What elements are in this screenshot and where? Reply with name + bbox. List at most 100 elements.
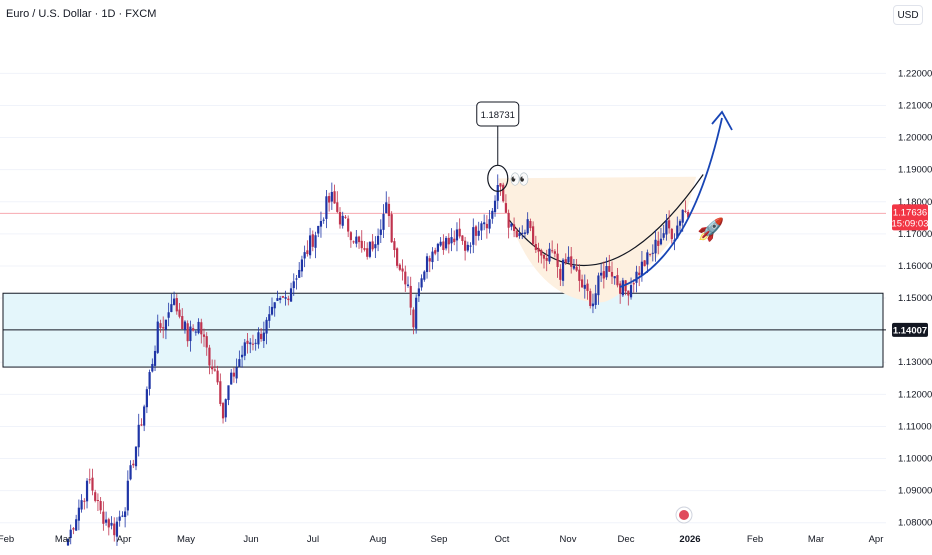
- price-axis[interactable]: 1.22000 1.21000 1.20000 1.19000 1.18000 1.170…: [886, 0, 932, 550]
- candle-body: [366, 248, 369, 257]
- candle-body: [363, 248, 366, 250]
- candle-body: [385, 202, 388, 214]
- candle-body: [153, 350, 157, 366]
- candle-body: [428, 258, 431, 262]
- candle-body: [110, 522, 113, 526]
- candle-body: [439, 241, 442, 246]
- candle-body: [75, 519, 78, 531]
- candle-body: [632, 283, 635, 285]
- candle-body: [540, 250, 543, 256]
- candle-body: [564, 259, 567, 263]
- candle-body: [512, 224, 516, 231]
- candle-body: [118, 516, 121, 521]
- candle-body: [357, 236, 361, 243]
- candle-body: [502, 184, 505, 202]
- candle-body: [96, 500, 100, 502]
- candle-body: [230, 372, 233, 385]
- candle-body: [662, 233, 665, 238]
- candle-body: [453, 238, 456, 243]
- candle-body: [444, 237, 448, 249]
- candle-body: [678, 221, 682, 226]
- candle-body: [665, 220, 668, 235]
- candle-body: [401, 268, 404, 272]
- candle-body: [387, 203, 391, 217]
- price-axis-bg: [886, 0, 932, 550]
- candle-body: [115, 521, 119, 537]
- time-tick-label: May: [177, 534, 195, 545]
- candle-body: [281, 296, 284, 298]
- candle-body: [594, 293, 597, 305]
- candle-body: [621, 280, 624, 296]
- candle-body: [134, 446, 138, 467]
- candle-body: [469, 245, 472, 247]
- candle-body: [66, 538, 70, 546]
- candle-body: [461, 235, 464, 242]
- candle-body: [668, 220, 671, 229]
- currency-button[interactable]: USD: [893, 5, 923, 25]
- candle-body: [107, 519, 110, 528]
- time-tick-label: Jul: [307, 534, 319, 545]
- candle-body: [156, 321, 159, 353]
- candle-body: [379, 229, 382, 235]
- candle-body: [270, 306, 274, 315]
- candle-body: [273, 302, 276, 309]
- candle-body: [164, 319, 168, 330]
- candle-body: [542, 254, 546, 259]
- candle-body: [216, 370, 219, 383]
- candle-body: [104, 519, 108, 523]
- cup-fill: [497, 176, 697, 303]
- candle-body: [613, 276, 616, 279]
- candle-body: [151, 363, 154, 372]
- candle-body: [69, 529, 72, 539]
- candle-body: [654, 239, 657, 254]
- symbol-title[interactable]: Euro / U.S. Dollar · 1D · FXCM: [6, 8, 157, 20]
- candles: [66, 174, 690, 547]
- candle-body: [129, 465, 132, 480]
- projection-arrow: [619, 117, 723, 288]
- time-axis[interactable]: Feb Mar Apr May Jun Jul Aug Sep Oct Nov Dec 2026 Feb…: [0, 534, 883, 545]
- candle-body: [137, 424, 140, 448]
- candle-body: [676, 225, 679, 239]
- price-tick-label: 1.20000: [898, 133, 932, 144]
- candle-body: [398, 264, 401, 270]
- candle-body: [72, 528, 75, 530]
- candle-body: [260, 333, 263, 340]
- candle-body: [491, 210, 494, 219]
- candle-body: [670, 228, 673, 240]
- candle-body: [638, 272, 641, 275]
- candle-body: [504, 203, 508, 213]
- candle-body: [423, 271, 426, 280]
- price-tick-label: 1.19000: [898, 165, 932, 176]
- price-tick-label: 1.16000: [898, 261, 932, 272]
- candle-body: [417, 288, 420, 297]
- candle-body: [221, 403, 225, 419]
- price-tick-label: 1.18000: [898, 197, 932, 208]
- candle-body: [600, 272, 603, 276]
- time-tick-label: Feb: [747, 534, 763, 545]
- candle-body: [605, 266, 608, 278]
- candle-body: [246, 340, 249, 344]
- candle-body: [597, 275, 600, 296]
- time-tick-label: Mar: [808, 534, 824, 545]
- candle-body: [235, 367, 238, 379]
- candle-body: [268, 314, 271, 321]
- candle-body: [518, 233, 521, 237]
- candle-body: [483, 222, 486, 225]
- candle-body: [583, 284, 586, 289]
- level-price-tag: [892, 322, 928, 337]
- candle-body: [140, 424, 143, 426]
- candle-body: [208, 347, 211, 366]
- candle-body: [224, 399, 227, 418]
- price-tick-label: 1.21000: [898, 100, 932, 111]
- candle-body: [205, 336, 208, 348]
- candle-body: [521, 232, 524, 234]
- candle-body: [447, 237, 450, 245]
- candle-body: [159, 323, 162, 328]
- candle-body: [178, 309, 181, 317]
- candle-body: [192, 328, 195, 331]
- candle-body: [480, 223, 483, 231]
- time-tick-label: Sep: [431, 534, 448, 545]
- candle-body: [537, 248, 540, 252]
